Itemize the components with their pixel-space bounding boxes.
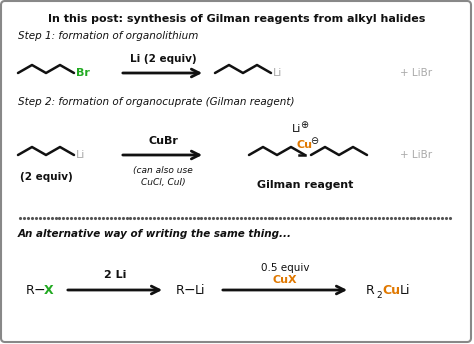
Text: CuBr: CuBr bbox=[148, 136, 178, 146]
Text: Gilman reagent: Gilman reagent bbox=[257, 180, 353, 190]
Text: CuCl, CuI): CuCl, CuI) bbox=[141, 179, 185, 187]
Text: Step 2: formation of organocuprate (Gilman reagent): Step 2: formation of organocuprate (Gilm… bbox=[18, 97, 294, 107]
Text: −: − bbox=[33, 283, 45, 297]
Text: −: − bbox=[183, 283, 195, 297]
Text: Li: Li bbox=[76, 150, 85, 160]
Text: CuX: CuX bbox=[273, 275, 297, 285]
Text: 2 Li: 2 Li bbox=[104, 270, 126, 280]
Text: Cu: Cu bbox=[297, 140, 313, 150]
Text: Li (2 equiv): Li (2 equiv) bbox=[130, 54, 196, 64]
Text: X: X bbox=[44, 283, 54, 297]
Text: ⊕: ⊕ bbox=[300, 120, 308, 130]
Text: Li: Li bbox=[273, 68, 283, 78]
Text: An alternative way of writing the same thing...: An alternative way of writing the same t… bbox=[18, 229, 292, 239]
Text: Li: Li bbox=[400, 283, 410, 297]
Text: 2: 2 bbox=[376, 290, 382, 300]
Text: R: R bbox=[366, 283, 375, 297]
Text: + LiBr: + LiBr bbox=[400, 68, 432, 78]
Text: Li: Li bbox=[195, 283, 205, 297]
Text: (2 equiv): (2 equiv) bbox=[19, 172, 73, 182]
Text: R: R bbox=[26, 283, 35, 297]
Text: Li: Li bbox=[292, 124, 301, 134]
Text: ⊖: ⊖ bbox=[310, 136, 318, 146]
Text: (can also use: (can also use bbox=[133, 166, 193, 175]
Text: + LiBr: + LiBr bbox=[400, 150, 432, 160]
Text: Step 1: formation of organolithium: Step 1: formation of organolithium bbox=[18, 31, 199, 41]
Text: Br: Br bbox=[76, 68, 90, 78]
Text: R: R bbox=[176, 283, 184, 297]
Text: Cu: Cu bbox=[382, 283, 400, 297]
Text: In this post: synthesis of Gilman reagents from alkyl halides: In this post: synthesis of Gilman reagen… bbox=[48, 14, 426, 24]
Text: 0.5 equiv: 0.5 equiv bbox=[261, 263, 309, 273]
